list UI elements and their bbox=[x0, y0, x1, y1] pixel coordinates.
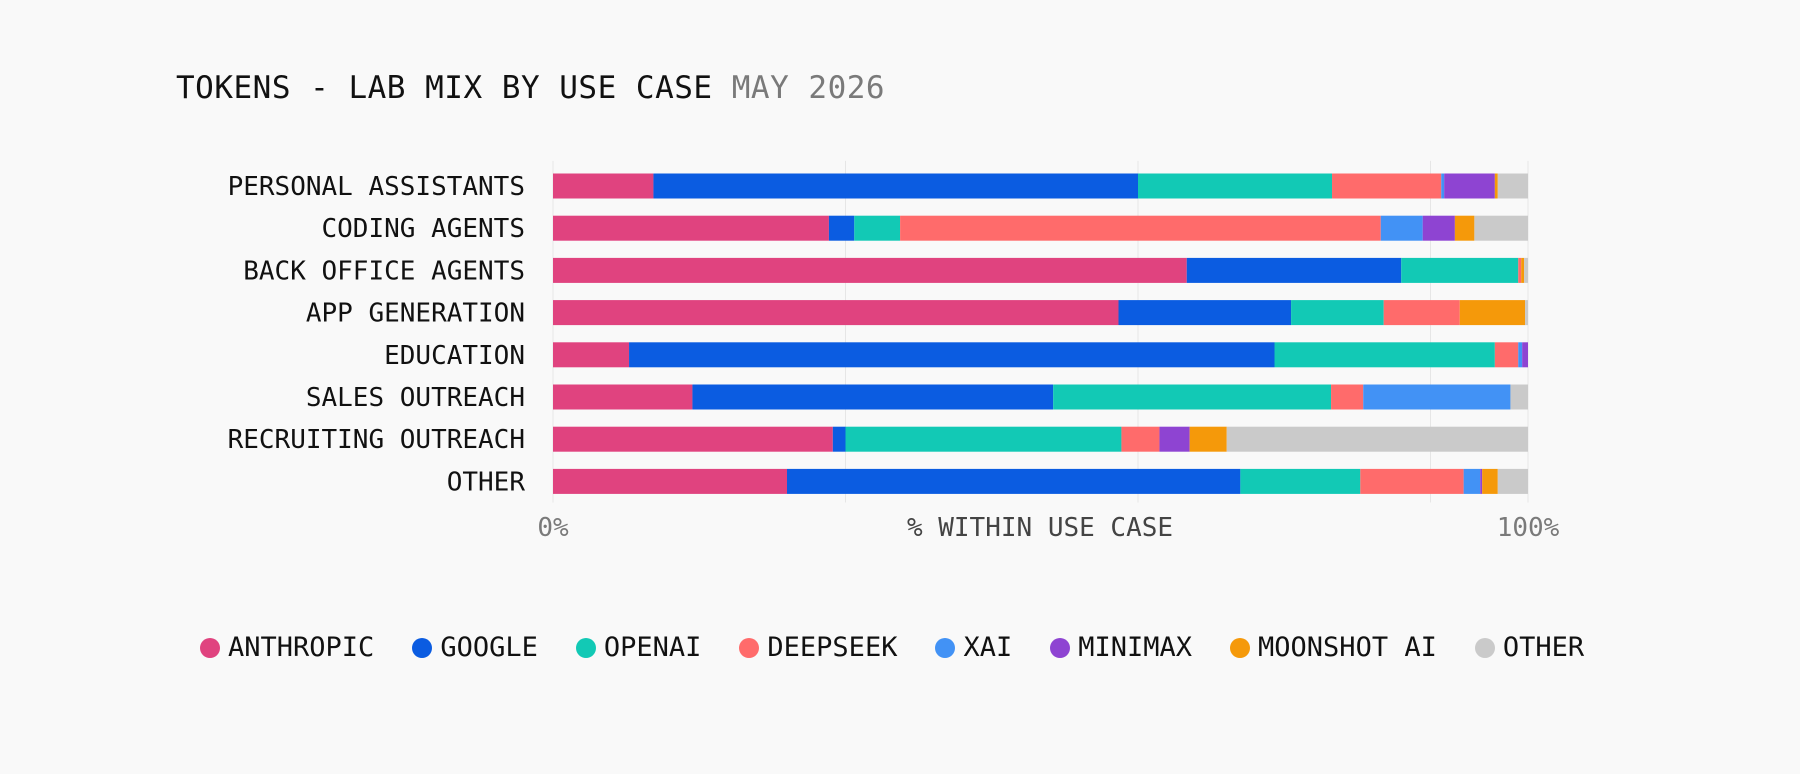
category-label: RECRUITING OUTREACH bbox=[228, 425, 525, 455]
legend-label: DEEPSEEK bbox=[767, 632, 898, 663]
bar-segment bbox=[1186, 257, 1402, 283]
bar-segment bbox=[1380, 215, 1423, 241]
bar-segment bbox=[553, 384, 693, 410]
bar-segment bbox=[1363, 384, 1511, 410]
bar-segment bbox=[1463, 468, 1481, 494]
bar-segment bbox=[1497, 468, 1528, 494]
bar-segment bbox=[832, 426, 846, 452]
legend-label: OTHER bbox=[1502, 632, 1585, 663]
bar-segment bbox=[828, 215, 855, 241]
bar-segment bbox=[1474, 215, 1528, 241]
legend-label: GOOGLE bbox=[440, 632, 538, 663]
legend-item: DEEPSEEK bbox=[739, 632, 897, 663]
bar-segment bbox=[1518, 342, 1523, 368]
bar-segment bbox=[1522, 342, 1528, 368]
bar-segment bbox=[1494, 342, 1519, 368]
legend-item: GOOGLE bbox=[412, 632, 538, 663]
legend-item: OTHER bbox=[1474, 632, 1585, 663]
bar-segment bbox=[653, 173, 1138, 199]
bar-segment bbox=[553, 342, 630, 368]
legend-swatch bbox=[1474, 637, 1495, 658]
bar-segment bbox=[1441, 173, 1445, 199]
category-label: APP GENERATION bbox=[306, 299, 525, 329]
bar-segment bbox=[1240, 468, 1361, 494]
legend-label: MOONSHOT AI bbox=[1258, 632, 1437, 663]
category-label: EDUCATION bbox=[384, 341, 525, 371]
category-label: PERSONAL ASSISTANTS bbox=[228, 172, 525, 202]
legend-swatch bbox=[935, 637, 956, 658]
bar-segment bbox=[553, 300, 1119, 326]
bar-segment bbox=[629, 342, 1275, 368]
category-label: OTHER bbox=[447, 467, 526, 497]
bar-segment bbox=[1480, 468, 1483, 494]
legend-label: OPENAI bbox=[603, 632, 702, 663]
category-label: CODING AGENTS bbox=[322, 214, 526, 244]
legend-label: XAI bbox=[963, 632, 1013, 663]
legend-item: OPENAI bbox=[575, 632, 702, 663]
bar-segment bbox=[1521, 257, 1525, 283]
bar-segment bbox=[1274, 342, 1495, 368]
legend-label: ANTHROPIC bbox=[228, 632, 375, 663]
bar-segment bbox=[553, 426, 833, 452]
bar-segment bbox=[1510, 384, 1528, 410]
legend-item: MOONSHOT AI bbox=[1230, 632, 1437, 663]
legend-item: MINIMAX bbox=[1050, 632, 1192, 663]
bar-segment bbox=[1383, 300, 1460, 326]
x-tick-label: 100% bbox=[1497, 513, 1560, 543]
chart-legend: ANTHROPIC GOOGLE OPENAI DEEPSEEK XAI MINIMAX M… bbox=[200, 632, 1584, 663]
legend-item: XAI bbox=[935, 632, 1012, 663]
bar-segment bbox=[1118, 300, 1292, 326]
legend-swatch bbox=[575, 637, 596, 658]
bar-segment bbox=[1331, 384, 1364, 410]
bar-segment bbox=[1459, 300, 1526, 326]
legend-item: ANTHROPIC bbox=[200, 632, 374, 663]
bar-segment bbox=[1138, 173, 1333, 199]
bar-segment bbox=[1494, 173, 1498, 199]
bar-segment bbox=[1159, 426, 1190, 452]
bar-segment bbox=[1482, 468, 1498, 494]
bar-segment bbox=[1291, 300, 1384, 326]
bar-segment bbox=[787, 468, 1241, 494]
legend-swatch bbox=[1230, 637, 1251, 658]
bar-segment bbox=[1360, 468, 1464, 494]
bar-segment bbox=[692, 384, 1054, 410]
bar-segment bbox=[1454, 215, 1475, 241]
bar-segment bbox=[845, 426, 1122, 452]
chart-subtitle: MAY 2026 bbox=[731, 70, 886, 106]
chart-title-text: TOKENS - LAB MIX BY USE CASE bbox=[176, 70, 713, 106]
category-label: SALES OUTREACH bbox=[306, 383, 525, 413]
bar-segment bbox=[553, 257, 1187, 283]
bar-segment bbox=[1444, 173, 1495, 199]
bar-segment bbox=[1524, 257, 1528, 283]
bar-segment bbox=[1121, 426, 1160, 452]
legend-swatch bbox=[1050, 637, 1071, 658]
bar-segment bbox=[553, 173, 654, 199]
bar-segment bbox=[1053, 384, 1332, 410]
bar-segment bbox=[1401, 257, 1519, 283]
bar-segment bbox=[854, 215, 901, 241]
bar-segment bbox=[900, 215, 1381, 241]
bar-segment bbox=[553, 215, 829, 241]
legend-swatch bbox=[739, 637, 760, 658]
chart-title: TOKENS - LAB MIX BY USE CASE MAY 2026 bbox=[176, 70, 885, 106]
bar-segment bbox=[1525, 300, 1528, 326]
x-tick-label: 0% bbox=[537, 513, 569, 543]
legend-swatch bbox=[412, 637, 433, 658]
bar-segment bbox=[1518, 257, 1522, 283]
bar-segment bbox=[1332, 173, 1442, 199]
bar-segment bbox=[1226, 426, 1528, 452]
bar-segment bbox=[553, 468, 787, 494]
bar-segment bbox=[1422, 215, 1455, 241]
x-axis-label: % WITHIN USE CASE bbox=[907, 513, 1173, 543]
bar-segment bbox=[1497, 173, 1528, 199]
legend-swatch bbox=[200, 637, 220, 658]
bar-segment bbox=[1189, 426, 1227, 452]
category-label: BACK OFFICE AGENTS bbox=[243, 256, 525, 286]
legend-label: MINIMAX bbox=[1078, 632, 1193, 663]
